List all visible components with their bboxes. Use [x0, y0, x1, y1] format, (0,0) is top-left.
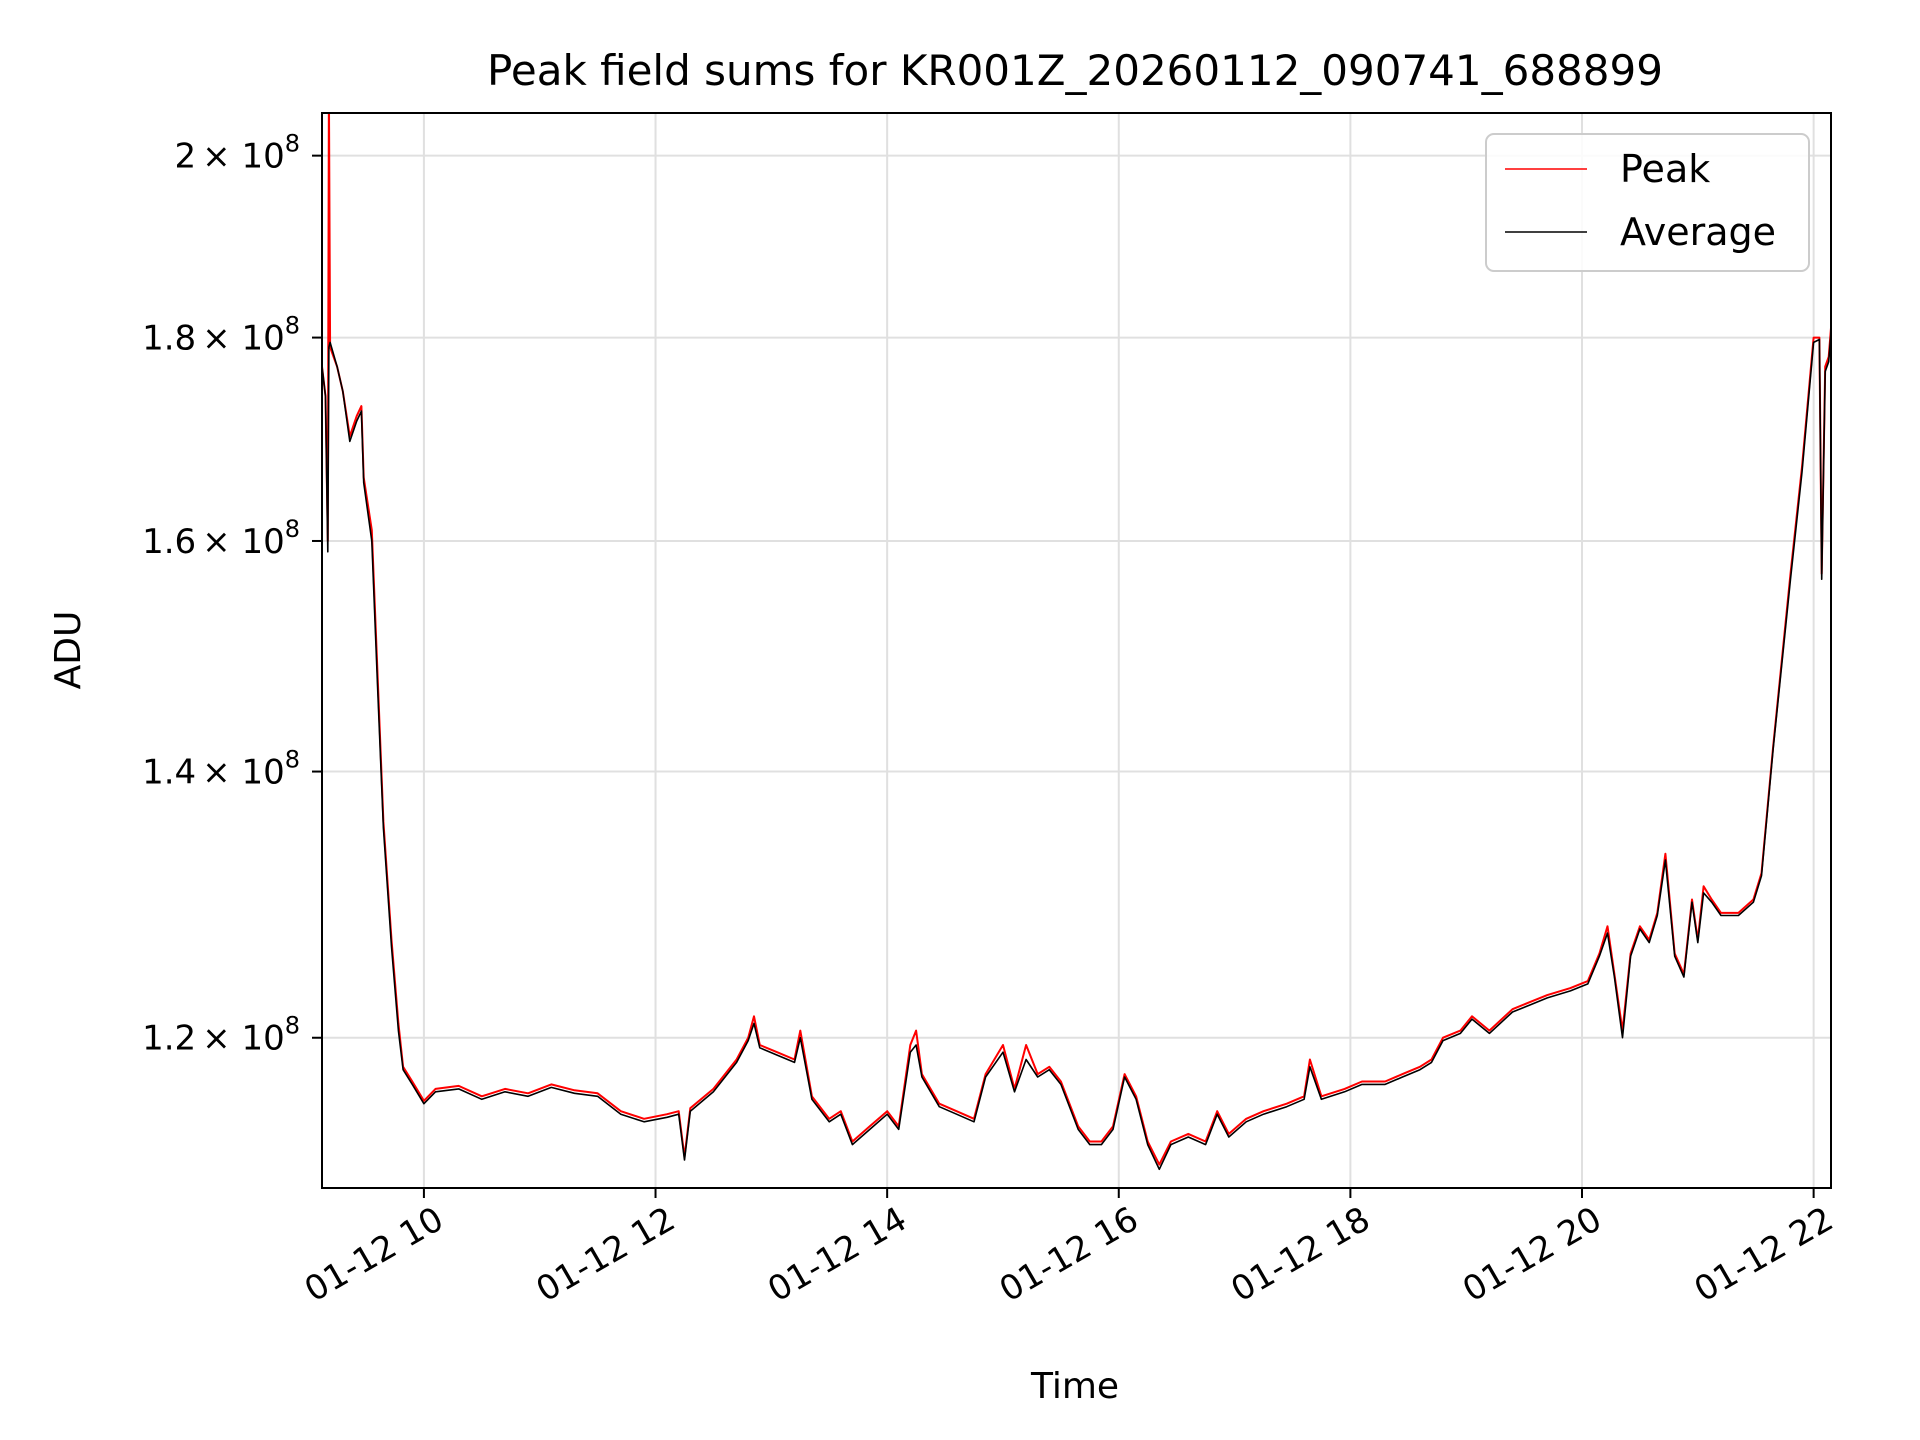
y-tick-label: 1.6 × 108 — [142, 515, 300, 562]
y-tick-base: × 10 — [202, 1019, 285, 1059]
y-tick-label: 1.8 × 108 — [142, 312, 300, 359]
x-tick-label: 01-12 22 — [1688, 1199, 1840, 1310]
x-tick-label: 01-12 16 — [993, 1199, 1145, 1310]
y-tick-exponent: 8 — [285, 1012, 300, 1040]
y-tick-base: × 10 — [202, 319, 285, 359]
y-tick-base: × 10 — [202, 522, 285, 562]
plot-frame — [321, 112, 1832, 1189]
y-tick-exponent: 8 — [285, 746, 300, 774]
series-line-average — [322, 332, 1831, 1171]
y-tick-mantissa: 1.2 — [142, 1019, 196, 1059]
y-tick-label: 1.2 × 108 — [142, 1012, 300, 1059]
x-tick-label: 01-12 20 — [1456, 1199, 1608, 1310]
x-axis: 01-12 10 01-12 12 01-12 14 01-12 16 01-12 18… — [298, 1188, 1840, 1310]
y-tick-base: × 10 — [202, 753, 285, 793]
y-tick-exponent: 8 — [285, 312, 300, 340]
chart-title: Peak field sums for KR001Z_20260112_0907… — [487, 46, 1663, 95]
x-tick-label: 01-12 18 — [1224, 1199, 1376, 1310]
y-tick-mantissa: 1.6 — [142, 522, 196, 562]
y-tick-label: 1.4 × 108 — [142, 746, 300, 793]
x-tick-label: 01-12 10 — [298, 1199, 450, 1310]
y-tick-mantissa: 1.4 — [142, 753, 196, 793]
plot-series — [322, 113, 1831, 1171]
gridlines — [322, 113, 1831, 1188]
x-tick-label: 01-12 12 — [530, 1199, 682, 1310]
legend-label-peak: Peak — [1620, 147, 1710, 191]
legend: Peak Average — [1485, 133, 1810, 272]
y-tick-mantissa: 1.8 — [142, 319, 196, 359]
y-axis-label: ADU — [48, 611, 89, 690]
x-axis-label: Time — [1030, 1366, 1119, 1407]
legend-label-average: Average — [1620, 210, 1776, 254]
x-tick-label: 01-12 14 — [761, 1199, 913, 1310]
y-tick-base: × 10 — [202, 137, 285, 177]
y-tick-exponent: 8 — [285, 515, 300, 543]
y-tick-mantissa: 2 — [175, 137, 197, 177]
y-tick-label: 2 × 108 — [175, 130, 300, 177]
y-tick-exponent: 8 — [285, 130, 300, 158]
